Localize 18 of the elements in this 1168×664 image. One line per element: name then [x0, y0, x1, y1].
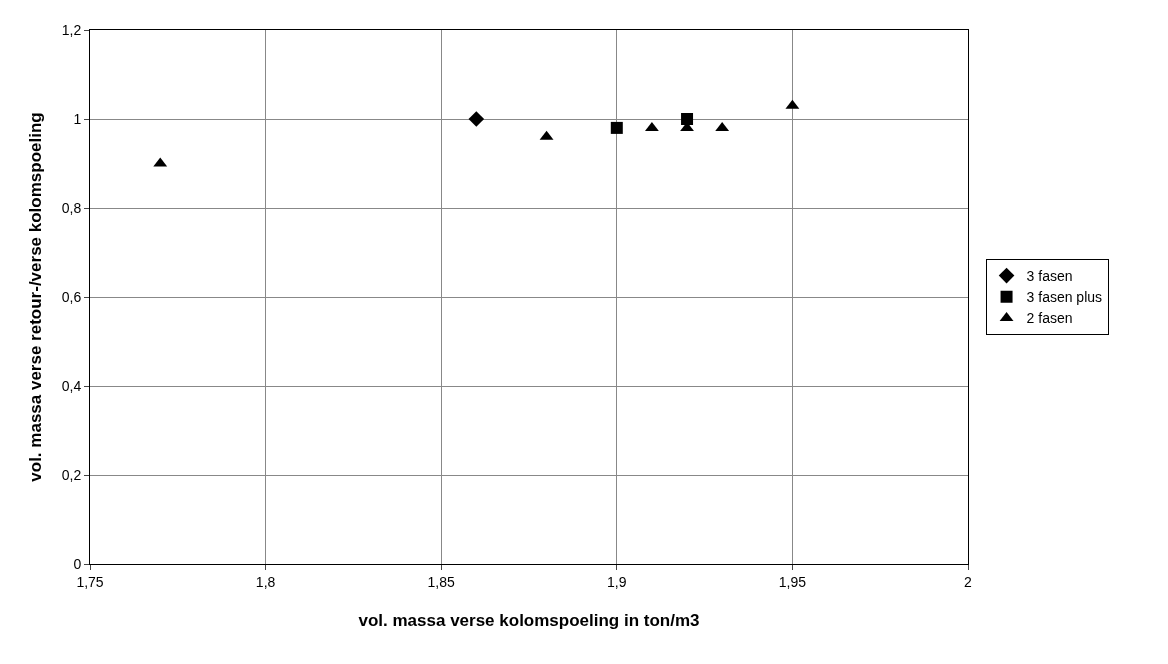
x-tick-label: 1,8: [255, 573, 276, 590]
x-tick-label: 2: [964, 573, 973, 590]
y-tick-label: 0,8: [61, 199, 82, 216]
x-tick-label: 1,75: [76, 573, 104, 590]
legend-label: 2 fasen: [1026, 310, 1073, 327]
x-tick-label: 1,95: [778, 573, 807, 590]
y-tick-label: 0,2: [61, 466, 82, 483]
y-tick-label: 0,4: [61, 377, 82, 394]
y-tick-label: 1,2: [61, 21, 82, 38]
legend-label: 3 fasen plus: [1026, 289, 1103, 306]
y-axis-title: vol. massa verse retour-/verse kolomspoeling: [26, 112, 46, 482]
x-tick-label: 1,9: [607, 573, 627, 590]
y-tick-label: 0: [73, 555, 82, 572]
y-tick-label: 0,6: [61, 288, 82, 305]
legend-label: 3 fasen: [1026, 268, 1073, 285]
x-tick-label: 1,85: [427, 573, 456, 590]
y-tick-label: 1: [73, 110, 82, 127]
x-axis-title: vol. massa verse kolomspoeling in ton/m3: [358, 611, 700, 631]
